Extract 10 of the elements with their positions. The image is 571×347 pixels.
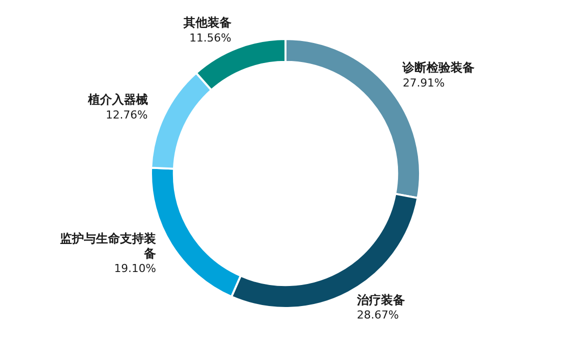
slice-label: 诊断检验装备 — [402, 60, 475, 75]
data-label: 27.91% — [402, 76, 445, 90]
slice-label: 治疗装备 — [356, 292, 405, 307]
data-label: 19.10% — [114, 262, 156, 276]
slice-label: 其他装备 — [182, 16, 232, 30]
data-label: 28.67% — [356, 308, 399, 322]
slice-label: 植介入器械 — [86, 92, 148, 107]
data-label: 11.56% — [189, 31, 232, 44]
data-label: 12.76% — [106, 108, 148, 122]
slice-label: 监护与生命支持装备 — [60, 231, 158, 260]
